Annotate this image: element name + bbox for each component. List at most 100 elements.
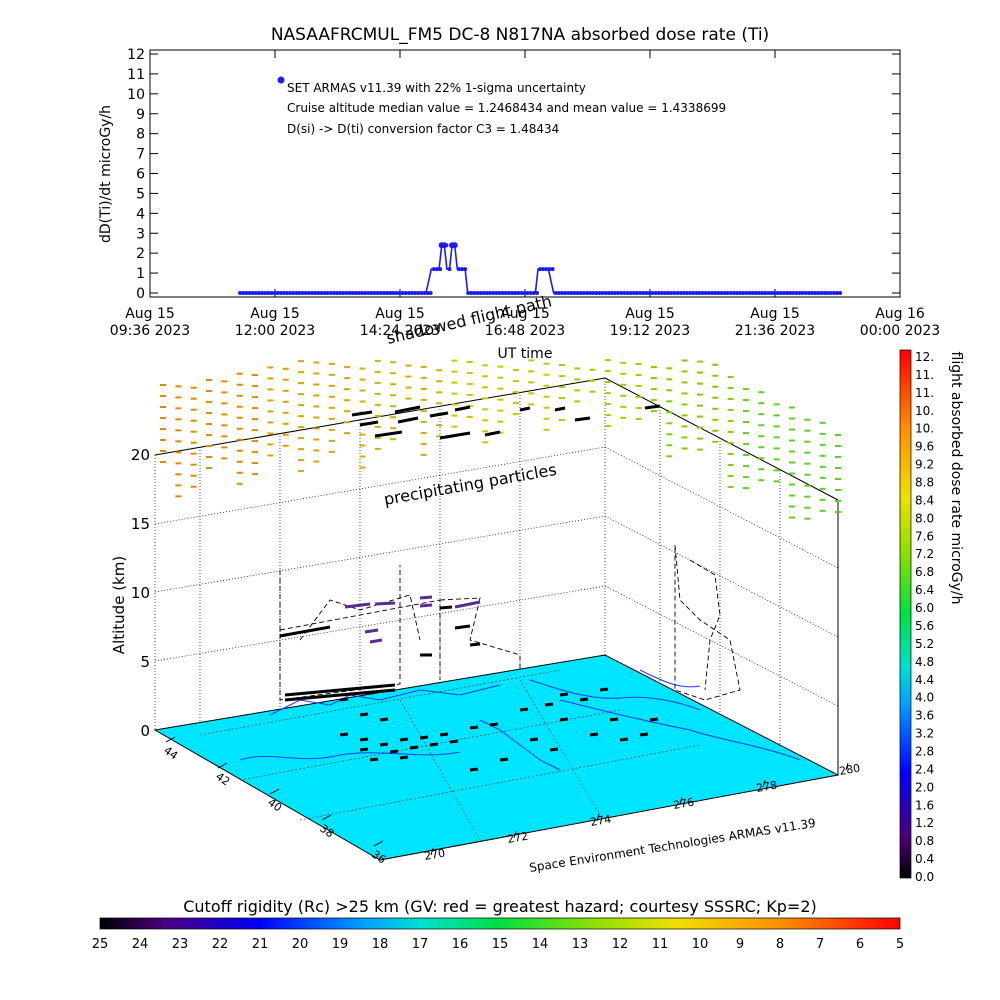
data-point	[647, 291, 652, 295]
lat-tick	[217, 762, 228, 769]
x-tick-label-time: 14:24 2023	[360, 323, 440, 339]
data-point	[835, 291, 839, 295]
data-point	[822, 291, 827, 295]
dose-tick-label: 0.0	[915, 870, 934, 884]
data-point	[472, 291, 477, 295]
dose-tick-label: 6.4	[915, 583, 934, 597]
data-point	[503, 291, 508, 295]
dose-tick-label: 10.	[915, 422, 934, 436]
track-mark	[549, 747, 559, 752]
data-point	[356, 291, 361, 295]
data-point	[297, 291, 302, 295]
data-point	[406, 291, 411, 295]
lat-tick	[165, 736, 176, 743]
data-point	[435, 267, 439, 272]
data-point	[428, 291, 433, 295]
data-point	[663, 291, 668, 295]
annotation-3: D(si) -> D(ti) conversion factor C3 = 1.…	[287, 122, 559, 136]
data-point	[791, 291, 796, 295]
data-point	[828, 291, 833, 295]
data-point	[285, 291, 289, 295]
data-point	[691, 291, 696, 295]
data-point	[631, 291, 636, 295]
dose-tick-label: 5.6	[915, 619, 934, 633]
data-point	[306, 291, 311, 295]
track-mark	[489, 722, 499, 727]
data-point	[353, 291, 358, 295]
x-tick-label-time: 16:48 2023	[485, 323, 565, 339]
y-tick-label: 10	[127, 87, 145, 103]
data-point	[253, 291, 258, 295]
data-point	[591, 291, 596, 295]
data-point	[575, 291, 580, 295]
data-point	[350, 291, 355, 295]
data-point	[766, 291, 771, 295]
x-tick-label-date: Aug 15	[250, 306, 300, 322]
data-point	[500, 291, 505, 295]
dose-tick-label: 3.2	[915, 727, 934, 741]
data-point	[831, 291, 836, 295]
data-point	[653, 291, 658, 295]
data-point	[488, 291, 493, 295]
data-point	[819, 291, 824, 295]
x-tick-label-date: Aug 15	[750, 306, 800, 322]
rigidity-tick-label: 23	[172, 937, 189, 952]
data-point	[600, 291, 605, 295]
data-point	[438, 267, 443, 272]
data-point	[275, 291, 280, 295]
track-mark	[599, 687, 609, 692]
rigidity-tick-label: 8	[776, 937, 784, 952]
data-point	[610, 291, 614, 295]
data-point	[694, 291, 699, 295]
data-point	[510, 291, 514, 295]
data-point	[800, 291, 805, 295]
track-mark	[389, 749, 399, 754]
dose-tick-label: 0.8	[915, 834, 934, 848]
data-point	[735, 291, 739, 295]
lon-tick-label: 278	[755, 779, 778, 795]
data-point	[603, 291, 608, 295]
dose-tick-label: 9.6	[915, 440, 934, 454]
data-point	[325, 291, 330, 295]
rigidity-tick-label: 12	[612, 937, 629, 952]
data-point	[625, 291, 630, 295]
data-point	[725, 291, 730, 295]
data-point	[638, 291, 643, 295]
data-point	[688, 291, 693, 295]
data-point	[644, 291, 649, 295]
data-point	[238, 291, 243, 295]
data-point	[716, 291, 721, 295]
data-point	[335, 291, 339, 295]
x-tick-label-time: 09:36 2023	[110, 323, 190, 339]
data-point	[303, 291, 308, 295]
high-altitude-streaks	[351, 404, 661, 440]
data-point	[416, 291, 421, 295]
data-point	[825, 291, 830, 295]
track-mark	[339, 732, 349, 737]
data-point	[566, 291, 571, 295]
dose-tick-label: 2.4	[915, 762, 934, 776]
data-point	[794, 291, 799, 295]
data-point	[400, 291, 405, 295]
lon-tick-label: 276	[672, 796, 695, 812]
data-point	[372, 291, 377, 295]
lat-tick-label: 44	[161, 744, 180, 763]
dose-tick-label: 8.4	[915, 493, 934, 507]
track-mark	[619, 737, 629, 742]
data-point	[378, 291, 383, 295]
altitude-track	[279, 595, 481, 702]
data-point	[547, 267, 552, 272]
dose-colorbar-label: flight absorbed dose rate microGy/h	[948, 352, 964, 605]
altitude-tick-label: 15	[131, 515, 150, 533]
x-tick-label-date: Aug 15	[625, 306, 675, 322]
data-point	[381, 291, 386, 295]
dose-tick-label: 7.2	[915, 547, 934, 561]
lat-tick	[269, 788, 280, 795]
y-tick-label: 12	[127, 47, 145, 63]
lon-tick-label: 272	[506, 830, 529, 846]
lon-tick	[762, 779, 766, 788]
dose-tick-label: 9.2	[915, 458, 934, 472]
data-point	[528, 291, 533, 295]
y-tick-label: 6	[136, 167, 145, 183]
